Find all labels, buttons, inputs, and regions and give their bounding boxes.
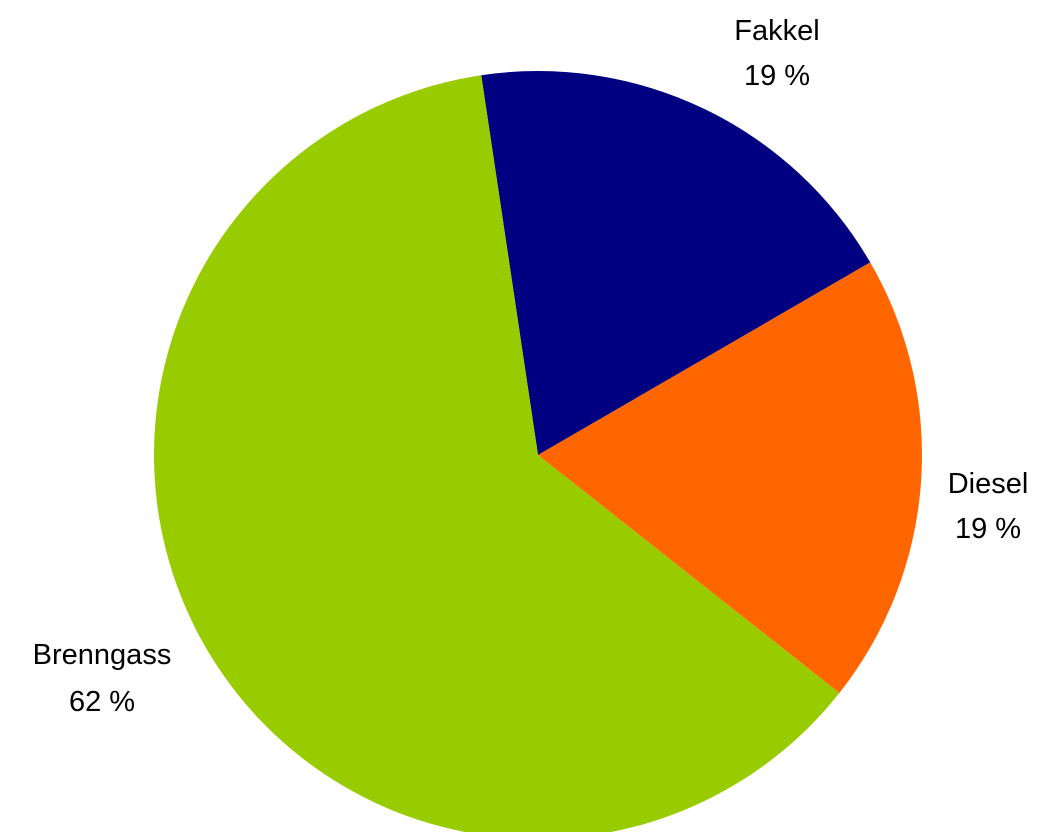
pie-slice-brenngass (154, 75, 840, 832)
slice-name-fakkel: Fakkel (734, 15, 819, 47)
slice-value-fakkel: 19 % (744, 60, 810, 92)
slice-label-brenngass: Brenngass 62 % (33, 639, 172, 718)
slice-label-diesel: Diesel 19 % (948, 468, 1029, 545)
slice-name-diesel: Diesel (948, 468, 1029, 500)
slice-value-diesel: 19 % (955, 513, 1021, 545)
slice-name-brenngass: Brenngass (33, 639, 172, 671)
slice-value-brenngass: 62 % (69, 686, 135, 718)
pie-slices (154, 71, 923, 832)
pie-slice-diesel (538, 262, 923, 693)
slice-label-fakkel: Fakkel 19 % (734, 15, 819, 92)
pie-slice-fakkel (481, 71, 871, 455)
